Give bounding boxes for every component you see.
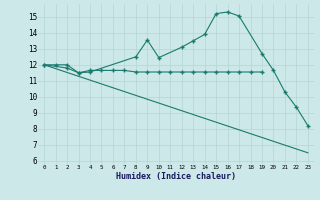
X-axis label: Humidex (Indice chaleur): Humidex (Indice chaleur) — [116, 172, 236, 181]
